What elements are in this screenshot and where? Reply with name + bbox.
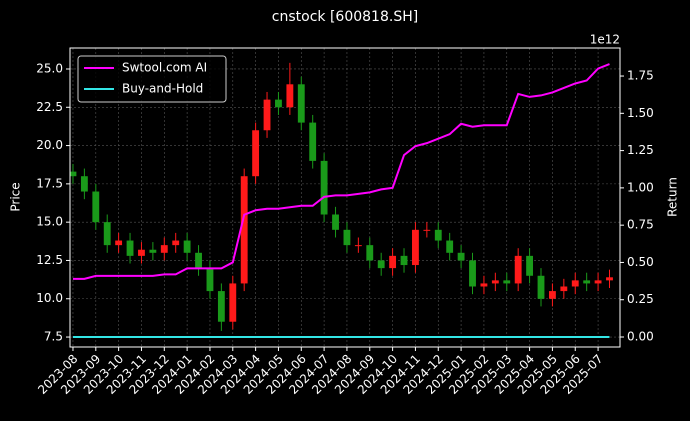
y2-tick-label: 0.25 [627, 292, 654, 306]
candle-body [537, 275, 545, 299]
candle-body [183, 240, 191, 253]
candle-body [412, 229, 419, 266]
y2-tick-label: 0.75 [627, 218, 654, 232]
candle-body [297, 84, 305, 123]
candle-body [594, 280, 602, 284]
candle-body [92, 191, 100, 223]
legend-label: Swtool.com AI [122, 61, 207, 75]
y2-tick-label: 0.50 [627, 255, 654, 269]
candle-body [320, 160, 328, 215]
y-tick-label: 10.0 [36, 291, 63, 305]
candle-body [377, 260, 385, 269]
candle-body [69, 171, 77, 177]
candle-body [263, 99, 271, 131]
y-tick-label: 7.5 [44, 330, 63, 344]
candle-body [457, 252, 465, 261]
y-tick-label: 12.5 [36, 253, 63, 267]
candle-body [240, 176, 248, 284]
y-tick-label: 17.5 [36, 176, 63, 190]
candle-body [526, 255, 534, 276]
y2-tick-label: 1.50 [627, 106, 654, 120]
y-tick-label: 20.0 [36, 138, 63, 152]
candle-body [480, 283, 488, 287]
candle-body [446, 240, 454, 253]
candle-body [275, 99, 282, 108]
candle-body [606, 277, 613, 281]
legend-box [77, 55, 227, 103]
candle-body [103, 222, 111, 246]
candle-body [252, 130, 260, 177]
candle-body [138, 249, 145, 256]
candle-body [229, 283, 237, 322]
candle-body [195, 252, 202, 269]
candle-body [434, 229, 442, 241]
candle-body [400, 255, 408, 266]
candle-body [115, 240, 123, 246]
candle-body [423, 229, 431, 231]
y-tick-label: 22.5 [36, 100, 63, 114]
candle-body [366, 245, 374, 261]
candle-body [332, 214, 339, 230]
candle-body [571, 280, 579, 287]
candle-body [160, 245, 168, 253]
candle-body [126, 240, 134, 256]
candle-body [583, 280, 591, 284]
candle-body [80, 176, 88, 192]
y2-axis-label: Return [666, 177, 680, 217]
plot-frame [69, 47, 621, 348]
candle-body [503, 280, 511, 284]
candle-body [286, 84, 294, 108]
candle-body [172, 240, 180, 246]
candle-body [354, 245, 362, 247]
candle-body [343, 229, 351, 246]
y-tick-label: 15.0 [36, 215, 63, 229]
y2-tick-label: 1.75 [627, 69, 654, 83]
candle-body [560, 286, 568, 292]
candle-body [206, 268, 214, 292]
chart-title: cnstock [600818.SH] [272, 9, 418, 25]
y2-tick-label: 1.25 [627, 143, 654, 157]
legend-label: Buy-and-Hold [122, 82, 203, 96]
y-axis-label: Price [9, 182, 23, 211]
candle-body [217, 291, 225, 322]
candle-body [548, 291, 556, 299]
candle-body [491, 280, 499, 284]
y2-offset-label: 1e12 [590, 33, 620, 47]
y2-tick-label: 1.00 [627, 180, 654, 194]
candle-body [149, 249, 157, 253]
candle-body [309, 122, 317, 161]
line-series [72, 63, 610, 280]
candle-body [389, 255, 397, 269]
y2-tick-label: 0.00 [627, 330, 654, 344]
candle-body [514, 255, 522, 284]
candle-body [469, 260, 476, 287]
y-tick-label: 25.0 [36, 61, 63, 75]
